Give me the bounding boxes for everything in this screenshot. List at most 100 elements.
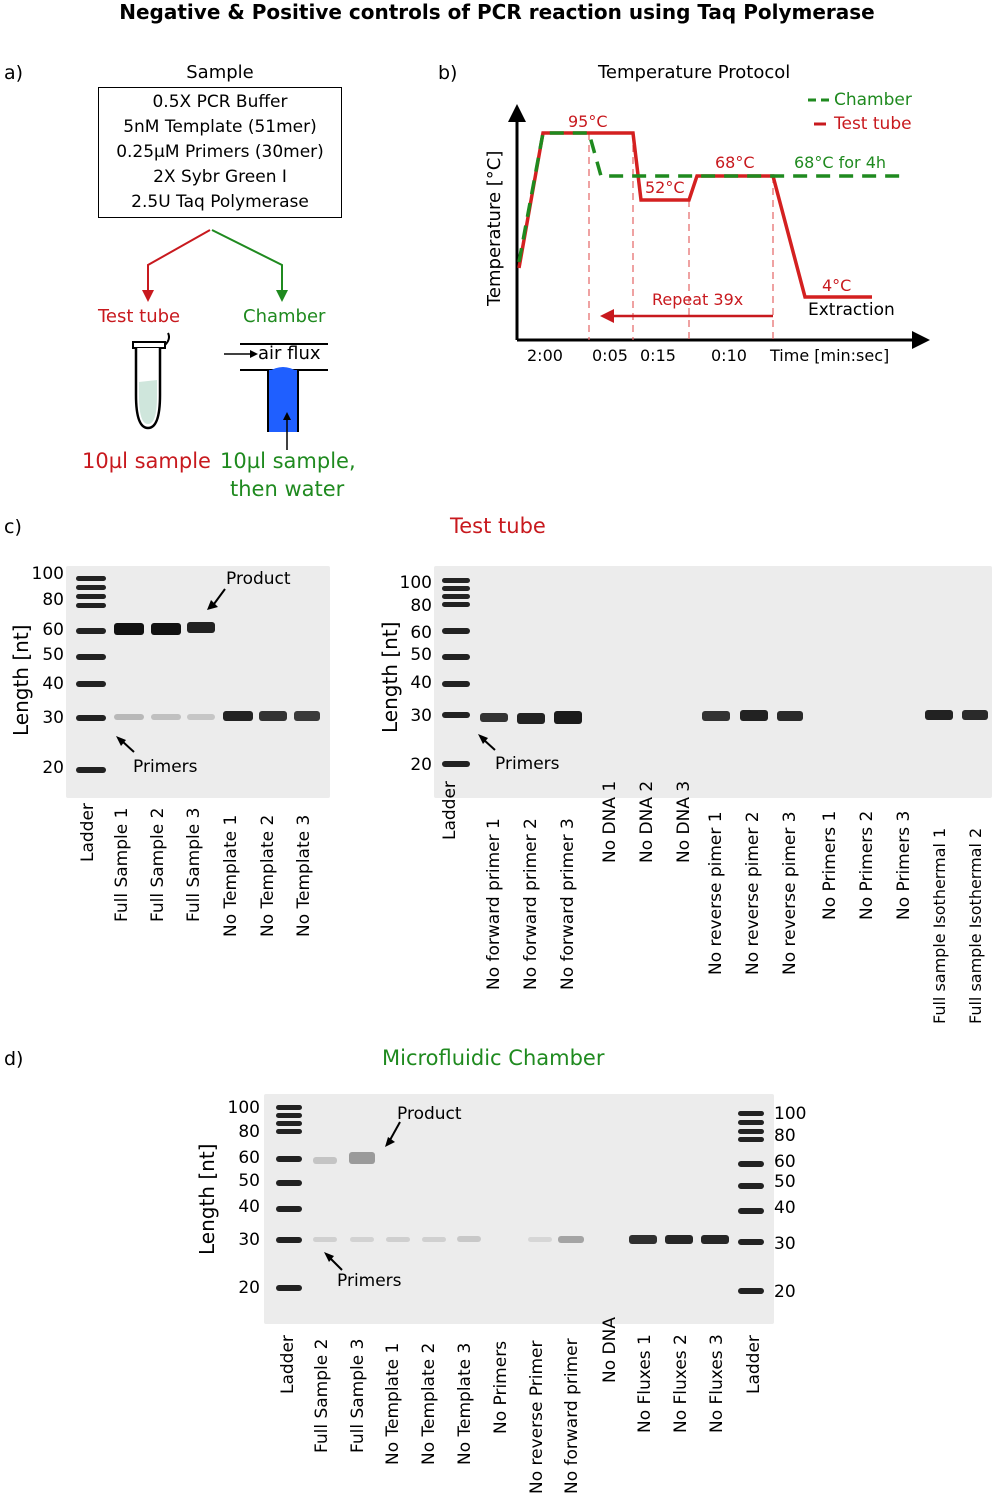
lane-label: No DNA	[600, 1317, 620, 1383]
product-band	[151, 623, 181, 635]
lane-label: No Fluxes 1	[635, 1334, 655, 1433]
chamber-gel-y-label: Length [nt]	[195, 1143, 219, 1255]
tick-label: 20	[42, 758, 64, 778]
tick-label: 20	[238, 1278, 260, 1298]
tick-label: 40	[42, 674, 64, 694]
lane-label: No forward primer	[562, 1338, 582, 1494]
tick-label: 100	[227, 1098, 260, 1118]
tick-label: 30	[410, 706, 432, 726]
primers-annotation: Primers	[495, 754, 560, 774]
lane-label: No DNA 2	[637, 780, 657, 863]
tick-label: 40	[410, 673, 432, 693]
time-tick: 0:15	[640, 346, 676, 365]
t4-label: 4°C	[822, 276, 852, 295]
x-axis-arrow-icon	[912, 331, 930, 349]
lane-label: No Primers 3	[894, 810, 914, 920]
panel-a-label: a)	[4, 62, 24, 84]
lane-label: No Primers 2	[857, 810, 877, 920]
lane-label: No Primers 1	[820, 810, 840, 920]
lane-label: No reverse pimer 2	[743, 811, 763, 975]
tick-label: 20	[410, 755, 432, 775]
lane-label: No reverse pimer 3	[780, 811, 800, 975]
panel-d-title: Microfluidic Chamber	[382, 1046, 605, 1070]
arrow-icon	[385, 1137, 395, 1147]
tick-label: 60	[410, 623, 432, 643]
product-band	[114, 623, 144, 635]
test-tube-icon	[132, 332, 170, 430]
lane-label: No Template 3	[294, 814, 314, 937]
tick-label: 30	[42, 708, 64, 728]
lane-label: Full sample Isothermal 2	[966, 827, 985, 1024]
lane-label: Ladder	[744, 1335, 764, 1394]
lane-label: No Template 2	[258, 814, 278, 937]
panel-b-label: b)	[438, 62, 458, 84]
tick-label: 100	[399, 573, 432, 593]
sample-line: 0.5X PCR Buffer	[152, 92, 288, 112]
arrow-icon	[116, 736, 126, 746]
lane-label: No Template 1	[383, 1342, 403, 1465]
t68-hold-label: 68°C for 4h	[794, 153, 887, 172]
sample-composition-box: 0.5X PCR Buffer 5nM Template (51mer) 0.2…	[98, 87, 342, 218]
chamber-icon	[224, 343, 328, 450]
lane-label: No reverse pimer 1	[706, 811, 726, 975]
tick-label: 50	[774, 1172, 796, 1192]
tick-label: 20	[774, 1282, 796, 1302]
sample-line: 5nM Template (51mer)	[123, 117, 317, 137]
extraction-label: Extraction	[808, 300, 895, 320]
product-annotation: Product	[397, 1104, 462, 1124]
sample-line: 2X Sybr Green I	[153, 167, 287, 187]
panel-c-title: Test tube	[450, 514, 546, 538]
lane-label: Ladder	[440, 781, 460, 840]
green-split-arrow	[211, 229, 283, 292]
lane-label: Full Sample 2	[312, 1338, 332, 1453]
lane-label: No reverse Primer	[527, 1340, 547, 1495]
time-tick: 0:10	[711, 346, 747, 365]
figure-title: Negative & Positive controls of PCR reac…	[119, 0, 875, 24]
time-tick: 2:00	[527, 346, 563, 365]
legend-testtube-label: Test tube	[834, 114, 912, 134]
chamber-curve	[517, 131, 905, 263]
sample-line: 2.5U Taq Polymerase	[131, 192, 309, 212]
lane-label: No Primers	[491, 1340, 511, 1434]
test-tube-sample-text: 10µl sample	[82, 449, 211, 473]
t95-label: 95°C	[568, 112, 608, 131]
legend-chamber-label: Chamber	[834, 90, 912, 110]
lane-label: No Template 1	[221, 814, 241, 937]
y-axis-arrow-icon	[508, 104, 526, 122]
left-gel-image	[66, 566, 330, 798]
lane-label: No forward primer 1	[484, 818, 504, 990]
tick-label: 30	[774, 1234, 796, 1254]
red-split-arrow	[147, 229, 211, 292]
arrow-icon	[478, 734, 488, 744]
tick-label: 60	[42, 620, 64, 640]
lane-label: No DNA 1	[600, 780, 620, 863]
time-axis-label: Time [min:sec]	[770, 346, 890, 365]
lane-label: Full Sample 3	[348, 1338, 368, 1453]
panel-a-drawing	[132, 229, 328, 450]
tick-label: 80	[410, 596, 432, 616]
chamber-sample-text-line1: 10µl sample,	[220, 449, 356, 473]
air-flux-label: air flux	[258, 343, 321, 364]
product-annotation: Product	[226, 569, 291, 589]
temperature-protocol-plot	[508, 98, 930, 349]
arrow-icon	[207, 600, 218, 610]
right-gel-arrow	[478, 734, 496, 751]
primer-band	[223, 711, 253, 721]
lane-label: Full Sample 3	[184, 807, 204, 922]
tick-label: 80	[774, 1126, 796, 1146]
lane-label: No Template 2	[419, 1342, 439, 1465]
test-tube-label: Test tube	[98, 306, 181, 327]
tick-label: 50	[410, 645, 432, 665]
sample-title: Sample	[186, 62, 254, 83]
lane-label: No forward primer 3	[558, 818, 578, 990]
lane-label: Full sample Isothermal 1	[930, 827, 949, 1024]
lane-label: Full Sample 1	[112, 807, 132, 922]
primer-band	[259, 711, 287, 721]
primers-annotation: Primers	[337, 1271, 402, 1291]
repeat-arrowhead-icon	[600, 309, 614, 323]
t68-label: 68°C	[715, 153, 755, 172]
tick-label: 60	[238, 1148, 260, 1168]
green-arrowhead-icon	[276, 290, 288, 302]
chamber-gel-arrows	[324, 1121, 401, 1271]
tick-label: 50	[42, 645, 64, 665]
